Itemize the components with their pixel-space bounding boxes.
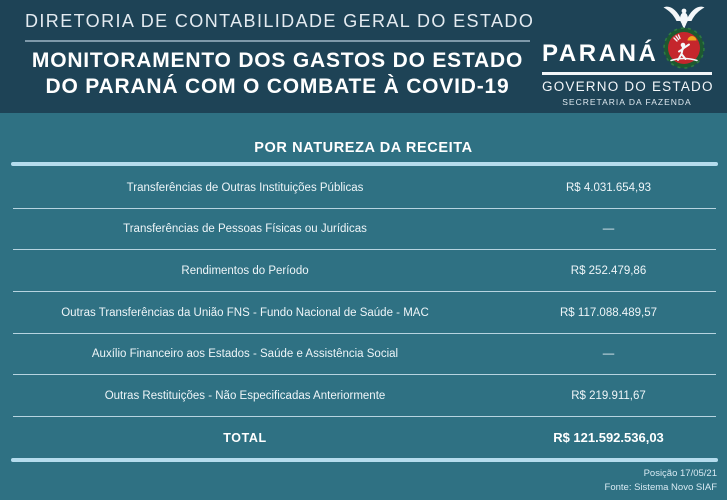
row-value: —	[602, 223, 615, 236]
accent-line-bottom	[11, 458, 718, 462]
row-label: Rendimentos do Período	[181, 265, 309, 278]
row-label: Transferências de Pessoas Físicas ou Jur…	[123, 223, 367, 236]
parana-coat-of-arms-icon	[663, 6, 705, 69]
table-row: Auxílio Financeiro aos Estados - Saúde e…	[0, 334, 727, 376]
row-label: Outras Transferências da União FNS - Fun…	[61, 306, 429, 319]
table-row: Outras Transferências da União FNS - Fun…	[0, 292, 727, 334]
row-value: R$ 252.479,86	[570, 265, 647, 278]
row-value: R$ 4.031.654,93	[565, 181, 652, 194]
logo-underline	[542, 72, 712, 75]
report-title-line1: MONITORAMENTO DOS GASTOS DO ESTADO	[31, 49, 524, 72]
table-row: Rendimentos do Período R$ 252.479,86	[0, 250, 727, 292]
accent-line-top	[11, 162, 718, 166]
position-date: Posição 17/05/21	[643, 468, 717, 479]
row-value: R$ 117.088.489,57	[560, 306, 657, 319]
report-title: MONITORAMENTO DOS GASTOS DO ESTADO DO PA…	[25, 48, 530, 100]
table-row: Outras Restituições - Não Especificadas …	[0, 375, 727, 417]
table-rows: Transferências de Outras Instituições Pú…	[0, 167, 727, 417]
table-row: Transferências de Outras Instituições Pú…	[0, 167, 727, 209]
row-label: Auxílio Financeiro aos Estados - Saúde e…	[91, 348, 399, 361]
total-value: R$ 121.592.536,03	[553, 430, 664, 445]
data-source: Fonte: Sistema Novo SIAF	[604, 481, 717, 493]
row-label: Transferências de Outras Instituições Pú…	[126, 181, 364, 194]
table-title: POR NATUREZA DA RECEITA	[254, 140, 473, 156]
government-label: GOVERNO DO ESTADO	[542, 78, 714, 94]
header-divider	[25, 40, 530, 42]
row-value: —	[602, 348, 615, 361]
header-titles: DIRETORIA DE CONTABILIDADE GERAL DO ESTA…	[25, 11, 535, 100]
total-row: TOTAL R$ 121.592.536,03	[0, 417, 727, 458]
footer: Posição 17/05/21 Fonte: Sistema Novo SIA…	[605, 467, 717, 494]
header: DIRETORIA DE CONTABILIDADE GERAL DO ESTA…	[0, 0, 727, 113]
total-label: TOTAL	[223, 430, 267, 445]
secretariat-label: SECRETARIA DA FAZENDA	[562, 96, 692, 107]
row-label: Outras Restituições - Não Especificadas …	[104, 390, 386, 403]
parana-logo: PARANÁ GOVERNO DO ESTADO SECRETARIA DA F…	[542, 4, 712, 107]
row-value: R$ 219.911,67	[571, 390, 646, 403]
parana-wordmark: PARANÁ	[542, 40, 659, 67]
table-row: Transferências de Pessoas Físicas ou Jur…	[0, 209, 727, 251]
report-title-line2: DO PARANÁ COM O COMBATE À COVID-19	[45, 75, 510, 98]
department-title: DIRETORIA DE CONTABILIDADE GERAL DO ESTA…	[25, 11, 535, 31]
